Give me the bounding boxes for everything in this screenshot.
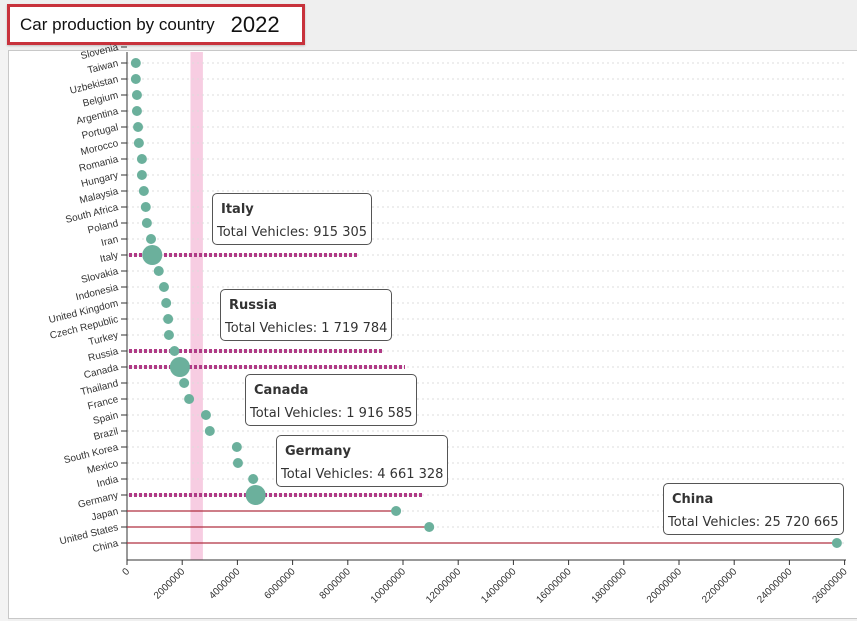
data-point-romania	[136, 154, 147, 164]
tooltip-value: Total Vehicles: 1 719 784	[225, 321, 388, 336]
data-point-malaysia	[138, 186, 149, 196]
data-point-india	[248, 474, 259, 484]
data-point-turkey	[163, 330, 174, 340]
data-point-portugal	[133, 122, 144, 132]
data-point-france	[184, 394, 195, 404]
tooltip-country: Canada	[254, 383, 309, 398]
data-point-czech-republic	[163, 314, 174, 324]
x-tick-label: 2000000	[152, 566, 188, 602]
data-point-belgium	[131, 90, 142, 100]
x-tick-label: 20000000	[645, 566, 685, 606]
x-tick-label: 26000000	[810, 566, 850, 606]
chart-year: 2022	[230, 11, 280, 37]
x-tick-label: 16000000	[534, 566, 574, 606]
tooltip-value: Total Vehicles: 25 720 665	[668, 515, 839, 530]
data-point-japan	[391, 506, 402, 516]
data-point-taiwan	[130, 58, 141, 68]
tooltip-value: Total Vehicles: 4 661 328	[281, 467, 444, 482]
y-tick-label: Japan	[90, 506, 119, 523]
y-tick-label: Taiwan	[87, 58, 120, 76]
data-point-hungary	[136, 170, 147, 180]
data-point-south-africa	[140, 202, 151, 212]
x-tick-label: 12000000	[424, 566, 464, 606]
data-point-canada	[169, 357, 190, 377]
data-point-united-states	[424, 522, 435, 532]
data-point-indonesia	[158, 282, 169, 292]
tooltip-country: Italy	[221, 202, 254, 217]
y-tick-label: Iran	[100, 234, 119, 249]
data-point-morocco	[133, 138, 144, 148]
data-point-china	[831, 538, 842, 548]
data-point-germany	[245, 485, 266, 505]
data-point-uzbekistan	[130, 74, 141, 84]
data-point-poland	[141, 218, 152, 228]
y-tick-label: Spain	[92, 410, 119, 427]
x-tick-label: 8000000	[318, 566, 354, 602]
y-tick-label: France	[87, 394, 120, 412]
y-tick-label: Brazil	[93, 426, 120, 443]
tooltip-value: Total Vehicles: 915 305	[217, 225, 368, 240]
chart-title-box: Car production by country 2022	[7, 4, 305, 45]
tooltip-country: Russia	[229, 298, 277, 313]
tooltip-value: Total Vehicles: 1 916 585	[250, 406, 413, 421]
y-tick-label: Poland	[87, 218, 120, 236]
tooltip-canada: Canada Total Vehicles: 1 916 585	[245, 374, 418, 426]
data-point-spain	[200, 410, 211, 420]
tooltip-russia: Russia Total Vehicles: 1 719 784	[220, 289, 393, 341]
data-point-brazil	[204, 426, 215, 436]
data-point-slovakia	[153, 266, 164, 276]
data-point-argentina	[131, 106, 142, 116]
y-tick-label: China	[91, 538, 119, 555]
data-point-iran	[146, 234, 157, 244]
data-point-thailand	[179, 378, 190, 388]
y-tick-label: Russia	[87, 346, 120, 364]
y-tick-label: Italy	[99, 250, 119, 265]
data-point-russia	[169, 346, 180, 356]
tooltip-country: China	[672, 492, 714, 507]
tooltip-germany: Germany Total Vehicles: 4 661 328	[276, 435, 449, 487]
x-tick-label: 10000000	[369, 566, 409, 606]
x-tick-label: 22000000	[700, 566, 740, 606]
data-point-italy	[142, 245, 163, 265]
x-tick-label: 24000000	[755, 566, 795, 606]
x-tick-label: 0	[120, 566, 132, 578]
x-tick-label: 4000000	[207, 566, 243, 602]
data-point-mexico	[232, 458, 243, 468]
left-band	[0, 50, 8, 621]
tooltip-country: Germany	[285, 444, 351, 459]
tooltip-china: China Total Vehicles: 25 720 665	[663, 483, 844, 535]
x-tick-label: 14000000	[479, 566, 519, 606]
y-tick-label: Turkey	[87, 330, 119, 348]
tooltip-italy: Italy Total Vehicles: 915 305	[212, 193, 373, 245]
y-tick-label: India	[96, 474, 120, 490]
data-point-south-korea	[231, 442, 242, 452]
x-tick-label: 6000000	[262, 566, 298, 602]
data-point-united-kingdom	[161, 298, 172, 308]
chart-title: Car production by country	[20, 14, 215, 34]
highlight-band	[190, 52, 203, 560]
x-tick-label: 18000000	[590, 566, 630, 606]
